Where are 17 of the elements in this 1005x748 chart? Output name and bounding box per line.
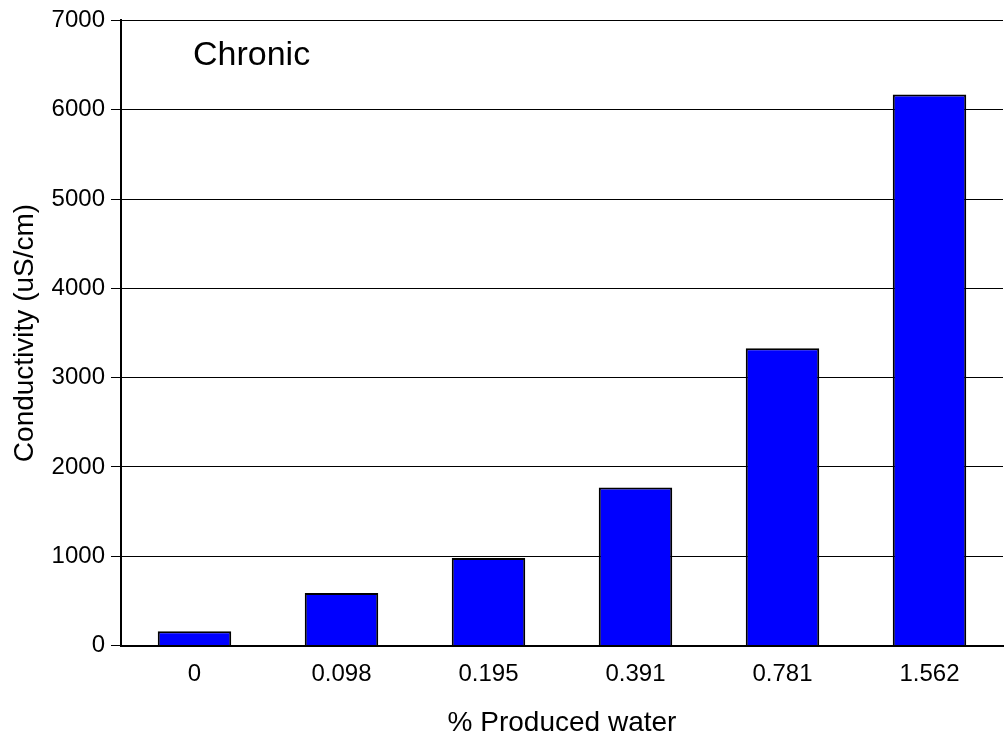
y-tick-label: 4000	[51, 272, 105, 300]
x-tick-label: 1.562	[899, 658, 960, 686]
y-tick-label: 1000	[51, 540, 105, 568]
y-tick-label: 0	[91, 630, 105, 658]
y-axis-title: Conductivity (uS/cm)	[7, 203, 39, 463]
x-tick-label: 0.098	[311, 658, 372, 686]
x-tick-label: 0	[187, 658, 202, 686]
x-tick-label: 0.195	[458, 658, 519, 686]
y-tick-label: 7000	[51, 5, 105, 33]
y-tick-label: 3000	[51, 362, 105, 390]
y-tick-label: 2000	[51, 451, 105, 479]
annotation: Chronic	[192, 33, 311, 72]
y-tick-label: 5000	[51, 183, 105, 211]
x-tick-label: 0.781	[752, 658, 813, 686]
x-tick-label: 0.391	[605, 658, 666, 686]
y-tick-label: 6000	[51, 94, 105, 122]
x-axis-title: % Produced water	[447, 705, 677, 737]
